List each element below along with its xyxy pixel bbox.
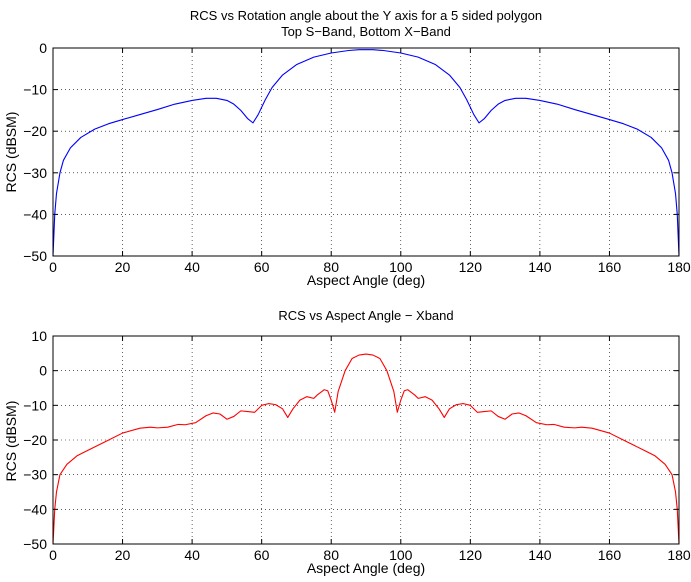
x-band-series-line xyxy=(52,353,680,545)
s-band-y-tick-label: −50 xyxy=(23,248,47,264)
s-band-x-axis-label: Aspect Angle (deg) xyxy=(307,272,425,288)
x-band-x-tick-label: 140 xyxy=(528,547,552,563)
s-band-title-line-1: RCS vs Rotation angle about the Y axis f… xyxy=(190,8,542,23)
x-band-x-tick-label: 180 xyxy=(667,547,691,563)
x-band-y-tick-label: −20 xyxy=(23,432,47,448)
s-band-x-tick-label: 80 xyxy=(323,259,339,275)
x-band-title: RCS vs Aspect Angle − Xband xyxy=(278,308,453,323)
x-band-y-tick-label: 0 xyxy=(39,363,47,379)
x-band-y-axis-label: RCS (dBSM) xyxy=(3,401,19,482)
s-band-axes-frame xyxy=(52,47,680,257)
x-band-x-tick-label: 80 xyxy=(323,547,339,563)
x-band-y-tick-label: −10 xyxy=(23,397,47,413)
s-band-y-axis-label: RCS (dBSM) xyxy=(3,112,19,193)
s-band-x-tick-label: 120 xyxy=(459,259,483,275)
x-band-x-tick-label: 20 xyxy=(115,547,131,563)
s-band-x-tick-label: 140 xyxy=(528,259,552,275)
x-band-y-tick-label: −50 xyxy=(23,536,47,552)
x-band-x-axis-label: Aspect Angle (deg) xyxy=(307,560,425,576)
s-band-y-tick-label: 0 xyxy=(39,40,47,56)
s-band-x-tick-label: 160 xyxy=(598,259,622,275)
x-band-y-tick-label: −30 xyxy=(23,467,47,483)
s-band-x-tick-label: 60 xyxy=(254,259,270,275)
x-band-x-tick-label: 0 xyxy=(49,547,57,563)
s-band-x-tick-label: 180 xyxy=(667,259,691,275)
x-band-x-tick-label: 160 xyxy=(598,547,622,563)
x-band-y-tick-label: 10 xyxy=(31,328,47,344)
x-band-y-tick-label: −40 xyxy=(23,501,47,517)
s-band-y-tick-label: −10 xyxy=(23,82,47,98)
s-band-x-tick-label: 20 xyxy=(115,259,131,275)
s-band-plot: RCS vs Rotation angle about the Y axis f… xyxy=(3,8,691,288)
s-band-title-line-2: Top S−Band, Bottom X−Band xyxy=(281,24,451,39)
x-band-x-tick-label: 100 xyxy=(389,547,413,563)
s-band-x-tick-label: 0 xyxy=(49,259,57,275)
x-band-x-tick-label: 120 xyxy=(459,547,483,563)
s-band-y-tick-label: −40 xyxy=(23,206,47,222)
x-band-x-tick-label: 60 xyxy=(254,547,270,563)
s-band-y-tick-label: −30 xyxy=(23,165,47,181)
x-band-plot: RCS vs Aspect Angle − Xband Aspect Angle… xyxy=(3,308,691,576)
s-band-x-tick-label: 40 xyxy=(184,259,200,275)
s-band-series-line xyxy=(52,49,680,257)
s-band-x-tick-label: 100 xyxy=(389,259,413,275)
s-band-y-tick-label: −20 xyxy=(23,123,47,139)
x-band-x-tick-label: 40 xyxy=(184,547,200,563)
s-band-plot-area xyxy=(53,48,679,256)
